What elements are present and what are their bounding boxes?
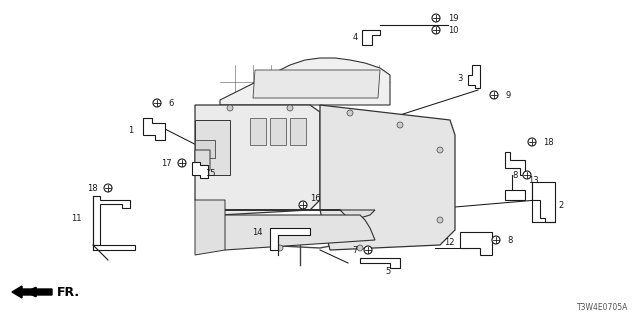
Polygon shape	[460, 232, 492, 255]
Text: 7: 7	[353, 245, 358, 254]
Polygon shape	[195, 150, 210, 175]
Text: 2: 2	[558, 201, 563, 210]
Circle shape	[364, 246, 372, 254]
Text: 9: 9	[505, 91, 510, 100]
Circle shape	[397, 122, 403, 128]
Text: 1: 1	[128, 125, 133, 134]
Text: 15: 15	[205, 169, 216, 178]
Circle shape	[277, 245, 283, 251]
Polygon shape	[195, 140, 215, 158]
Circle shape	[492, 236, 500, 244]
Polygon shape	[360, 258, 400, 268]
Text: 6: 6	[168, 99, 173, 108]
Polygon shape	[532, 182, 555, 222]
Polygon shape	[210, 210, 375, 220]
Text: 8: 8	[513, 171, 518, 180]
Polygon shape	[93, 245, 135, 250]
Polygon shape	[192, 162, 208, 178]
Text: 10: 10	[448, 26, 458, 35]
Text: 3: 3	[458, 74, 463, 83]
Circle shape	[528, 138, 536, 146]
Text: 18: 18	[88, 183, 98, 193]
Polygon shape	[253, 70, 380, 98]
Polygon shape	[320, 105, 455, 250]
Polygon shape	[270, 118, 286, 145]
Polygon shape	[505, 190, 525, 200]
Text: 13: 13	[528, 175, 539, 185]
Text: T3W4E0705A: T3W4E0705A	[577, 303, 628, 312]
Polygon shape	[505, 152, 525, 175]
Circle shape	[437, 217, 443, 223]
Polygon shape	[250, 118, 266, 145]
Circle shape	[227, 105, 233, 111]
Polygon shape	[195, 120, 230, 175]
Text: 11: 11	[72, 213, 82, 222]
Text: FR.: FR.	[57, 285, 80, 299]
Polygon shape	[93, 196, 130, 245]
Polygon shape	[270, 228, 310, 250]
Polygon shape	[220, 215, 375, 250]
Circle shape	[287, 105, 293, 111]
Circle shape	[153, 99, 161, 107]
Circle shape	[432, 14, 440, 22]
Circle shape	[299, 201, 307, 209]
Circle shape	[397, 137, 433, 173]
Circle shape	[357, 245, 363, 251]
Polygon shape	[195, 105, 320, 215]
Circle shape	[104, 184, 112, 192]
FancyArrow shape	[12, 286, 52, 298]
Circle shape	[353, 138, 397, 182]
Circle shape	[432, 26, 440, 34]
Text: 4: 4	[353, 33, 358, 42]
Circle shape	[347, 110, 353, 116]
Text: 16: 16	[310, 194, 321, 203]
Text: 5: 5	[385, 268, 390, 276]
Circle shape	[490, 91, 498, 99]
Polygon shape	[290, 118, 306, 145]
Text: 19: 19	[448, 13, 458, 22]
Text: 12: 12	[445, 237, 455, 246]
Polygon shape	[468, 65, 480, 88]
Text: 8: 8	[507, 236, 513, 244]
Polygon shape	[143, 118, 165, 140]
Polygon shape	[220, 58, 390, 105]
Text: 14: 14	[253, 228, 263, 236]
Text: 17: 17	[161, 158, 172, 167]
Circle shape	[178, 159, 186, 167]
Text: 18: 18	[543, 138, 554, 147]
Circle shape	[217, 237, 223, 243]
Polygon shape	[195, 200, 225, 255]
Circle shape	[344, 184, 376, 216]
Polygon shape	[362, 30, 380, 45]
Circle shape	[523, 171, 531, 179]
Circle shape	[437, 147, 443, 153]
